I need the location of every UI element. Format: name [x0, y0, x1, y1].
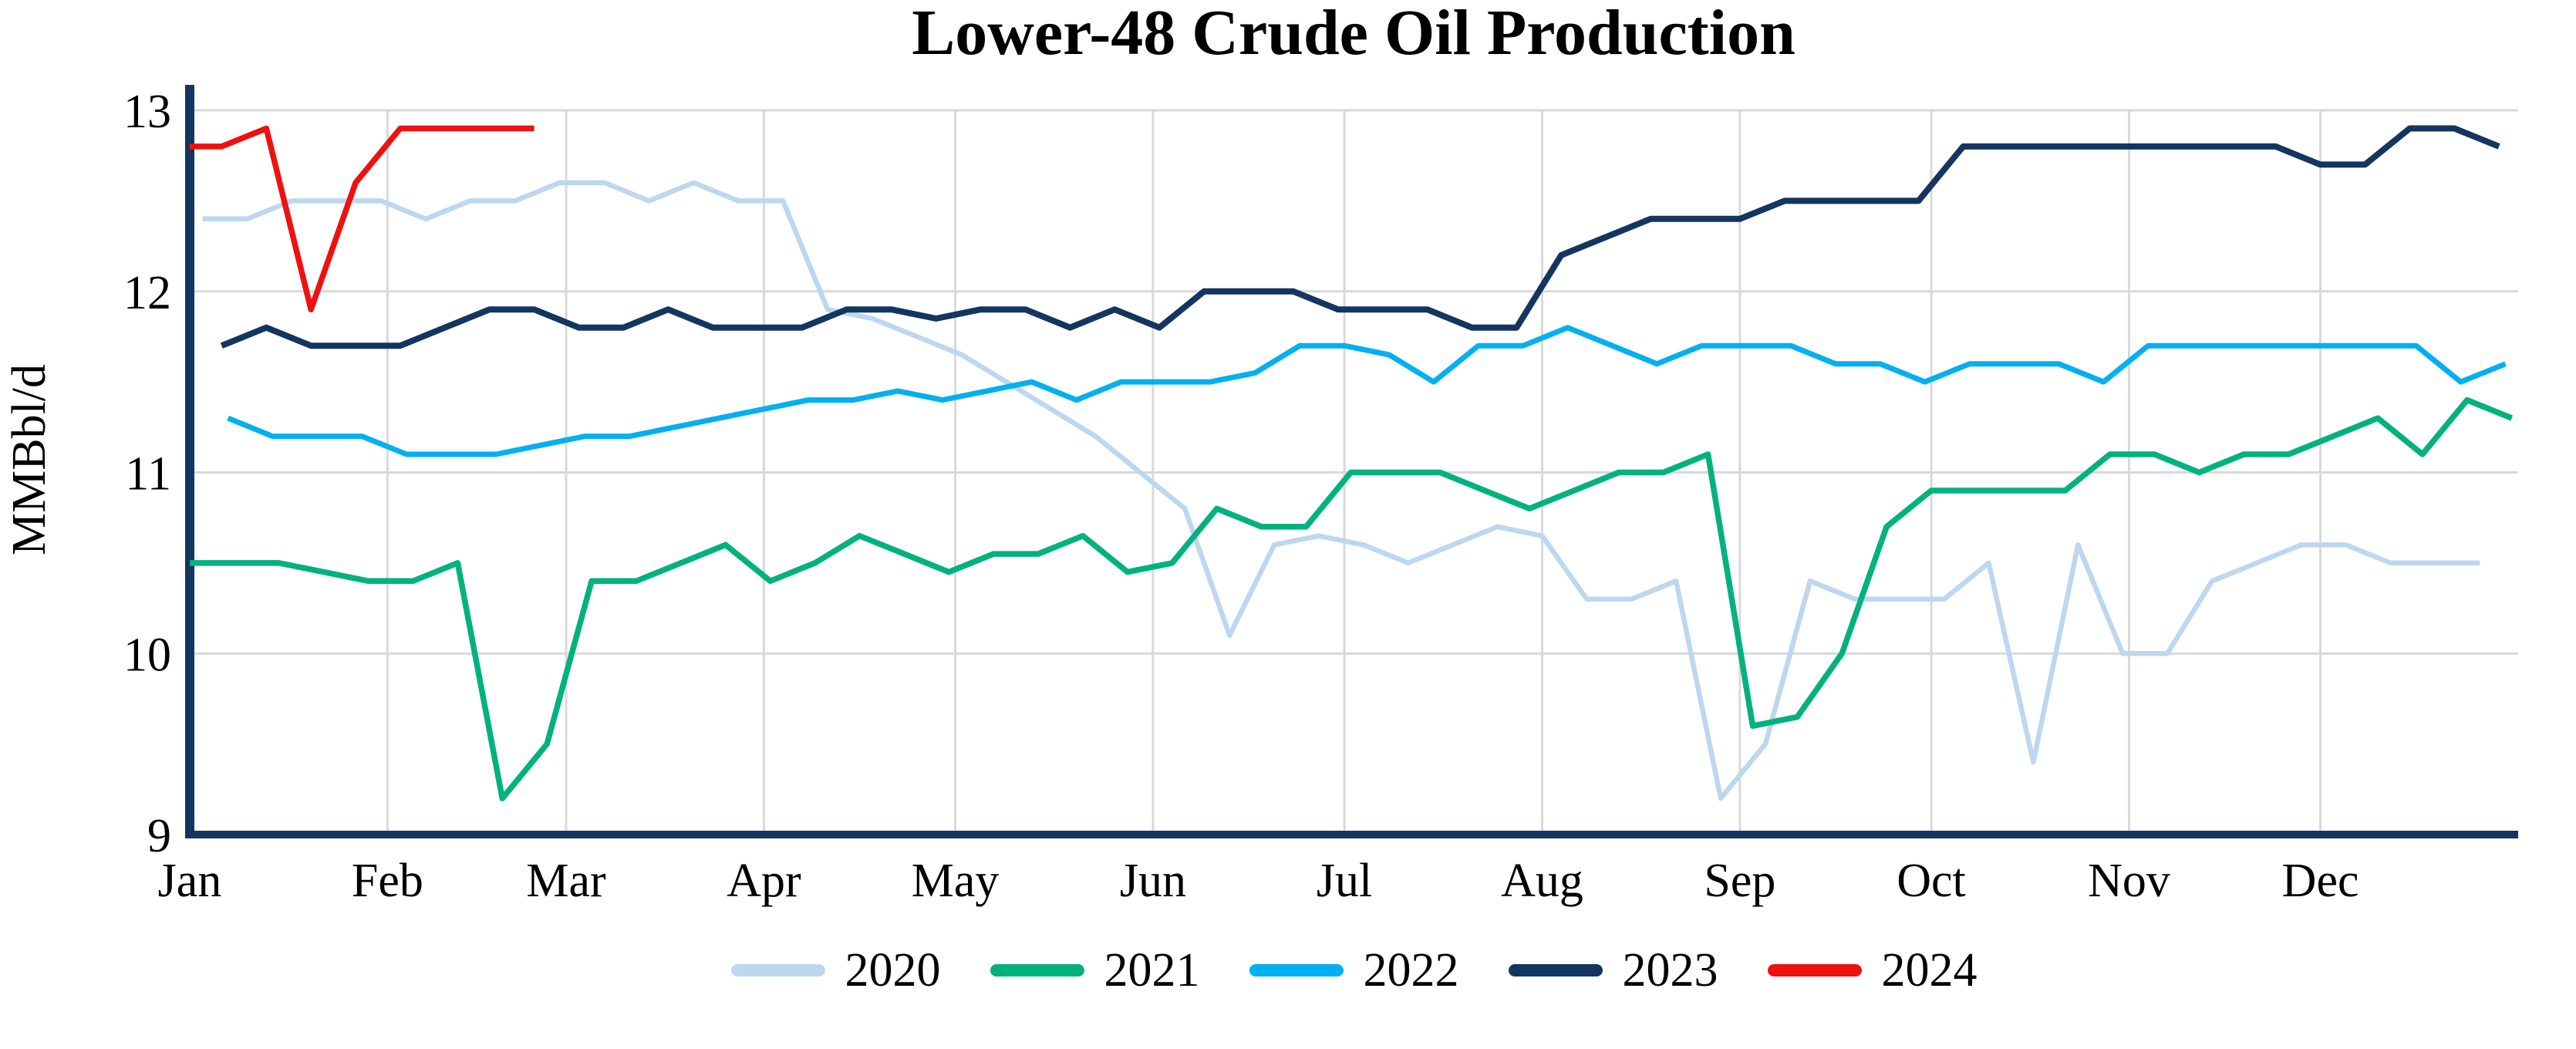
legend-item-2022: 2022 [1249, 946, 1459, 994]
series-line-2023 [220, 125, 2500, 349]
x-tick-label-Apr: Apr [727, 855, 801, 907]
y-tick-label-11: 11 [125, 448, 171, 501]
legend-swatch-2024 [1767, 964, 1862, 976]
x-tick-label-Jun: Jun [1120, 855, 1186, 907]
y-axis-title: MMBbl/d [3, 364, 56, 555]
axes [185, 85, 2518, 838]
legend-label-2024: 2024 [1881, 944, 1978, 997]
y-tick-label-9: 9 [147, 810, 171, 862]
series-lines [190, 125, 2514, 801]
x-tick-label-Mar: Mar [526, 855, 606, 907]
legend-item-2023: 2023 [1508, 944, 1718, 997]
legend-label-2023: 2023 [1622, 944, 1718, 997]
y-tick-label-12: 12 [123, 267, 171, 319]
legend-swatch-2023 [1508, 964, 1603, 976]
x-tick-label-Feb: Feb [352, 855, 423, 907]
legend-item-2020: 2020 [730, 944, 941, 997]
legend-swatch-2022 [1249, 964, 1344, 976]
x-tick-label-Sep: Sep [1704, 855, 1775, 907]
legend: 2020 2021 2022 2023 2024 [190, 935, 2518, 1006]
x-axis-line [185, 831, 2518, 838]
x-tick-label-Nov: Nov [2088, 855, 2170, 907]
y-axis-line [185, 85, 194, 838]
series-line-2022 [227, 325, 2507, 457]
legend-label-2021: 2021 [1104, 944, 1200, 997]
series-line-2020 [202, 180, 2480, 801]
series-line-2021 [190, 396, 2514, 801]
x-tick-label-Oct: Oct [1897, 855, 1966, 907]
legend-label-2022: 2022 [1363, 944, 1459, 997]
legend-swatch-2021 [990, 964, 1084, 976]
x-tick-label-Dec: Dec [2282, 855, 2359, 907]
legend-item-2021: 2021 [990, 946, 1200, 994]
chart-title: Lower-48 Crude Oil Production [912, 0, 1795, 69]
x-tick-label-May: May [912, 855, 1000, 907]
gridlines [190, 109, 2518, 835]
x-tick-label-Jan: Jan [158, 855, 222, 907]
legend-swatch-2020 [730, 964, 825, 976]
x-tick-label-Jul: Jul [1317, 855, 1372, 907]
series-line-2024 [190, 125, 534, 312]
y-tick-label-10: 10 [123, 629, 171, 681]
legend-label-2020: 2020 [845, 944, 941, 997]
y-tick-label-13: 13 [123, 86, 171, 138]
x-tick-label-Aug: Aug [1501, 855, 1583, 907]
legend-item-2024: 2024 [1767, 944, 1978, 997]
